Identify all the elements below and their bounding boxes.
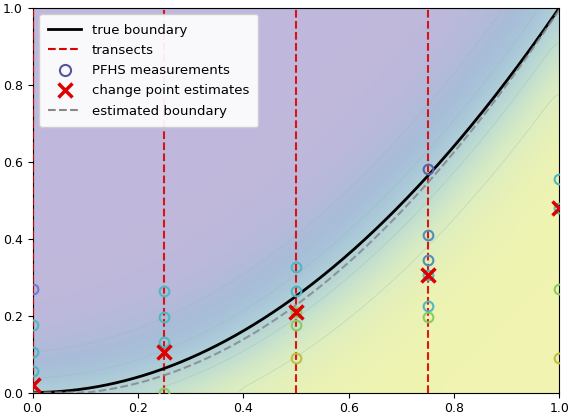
Legend: true boundary, transects, PFHS measurements, change point estimates, estimated b: true boundary, transects, PFHS measureme… [39,14,259,127]
